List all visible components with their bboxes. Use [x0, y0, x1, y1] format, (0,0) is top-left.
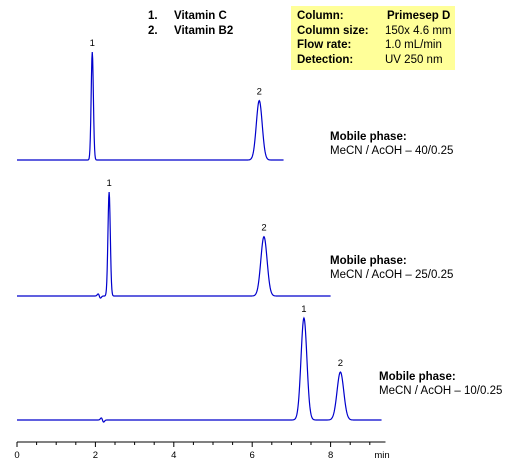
- condition-row: Column: Primesep D: [297, 9, 451, 24]
- x-axis-unit: min: [374, 450, 389, 461]
- peak-label: 2: [338, 358, 343, 369]
- condition-row: Column size: 150x 4.6 mm: [297, 24, 451, 39]
- chromatogram-trace-2: [17, 191, 331, 299]
- compound-legend: 1. Vitamin C 2. Vitamin B2: [148, 9, 233, 39]
- x-tick-label: 2: [93, 450, 98, 461]
- peak-label: 1: [106, 178, 111, 189]
- mobile-phase-note-3: Mobile phase: MeCN / AcOH – 10/0.25: [379, 370, 502, 398]
- condition-label: Flow rate:: [297, 39, 352, 51]
- legend-item: 1. Vitamin C: [148, 9, 233, 24]
- x-tick-label: 4: [171, 450, 176, 461]
- peak-label: 1: [301, 304, 306, 315]
- condition-label: Column:: [297, 10, 344, 22]
- mobile-phase-heading: Mobile phase:: [330, 131, 407, 143]
- legend-item: 2. Vitamin B2: [148, 24, 233, 39]
- mobile-phase-heading: Mobile phase:: [379, 371, 456, 383]
- mobile-phase-note-1: Mobile phase: MeCN / AcOH – 40/0.25: [330, 130, 453, 158]
- conditions-box: Column: Primesep D Column size: 150x 4.6 m…: [291, 6, 455, 70]
- x-tick-label: 0: [14, 450, 19, 461]
- condition-value: Primesep D: [387, 10, 451, 22]
- mobile-phase-value: MeCN / AcOH – 10/0.25: [379, 385, 503, 397]
- mobile-phase-value: MeCN / AcOH – 25/0.25: [330, 269, 454, 281]
- legend-number: 1.: [148, 10, 158, 22]
- condition-row: Flow rate: 1.0 mL/min: [297, 38, 451, 53]
- legend-compound: Vitamin C: [174, 10, 227, 22]
- peak-label: 2: [257, 87, 262, 98]
- condition-value: 1.0 mL/min: [385, 39, 442, 51]
- chromatogram-trace-3: [17, 316, 382, 423]
- x-tick-label: 6: [250, 450, 255, 461]
- peak-label: 1: [90, 38, 95, 49]
- peak-label: 2: [261, 223, 266, 234]
- legend-number: 2.: [148, 25, 158, 37]
- condition-label: Detection:: [297, 53, 354, 66]
- time-axis: 0 2 4 6 8 min: [14, 441, 390, 461]
- mobile-phase-heading: Mobile phase:: [330, 255, 407, 267]
- traces-group: 1 2 1 2 1 2: [17, 38, 382, 423]
- condition-value: 150x 4.6 mm: [385, 24, 452, 37]
- mobile-phase-value: MeCN / AcOH – 40/0.25: [330, 145, 454, 157]
- condition-value: UV 250 nm: [385, 53, 443, 66]
- legend-compound: Vitamin B2: [174, 25, 234, 37]
- condition-row: Detection: UV 250 nm: [297, 53, 451, 68]
- x-tick-label: 8: [328, 450, 333, 461]
- chromatogram-trace-1: [17, 51, 284, 161]
- mobile-phase-note-2: Mobile phase: MeCN / AcOH – 25/0.25: [330, 254, 453, 282]
- condition-label: Column size:: [297, 24, 369, 37]
